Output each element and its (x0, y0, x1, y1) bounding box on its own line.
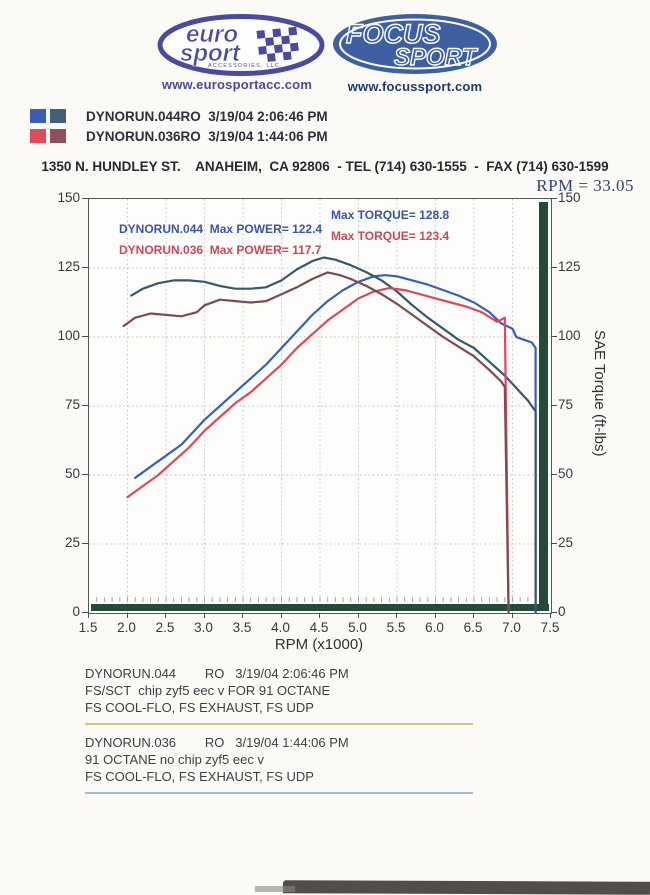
run-info-mods: FS/SCT chip zyf5 eec v FOR 91 OCTANE (85, 683, 331, 698)
focussport-word2: SPORT (394, 44, 479, 71)
x-tick-mark (357, 613, 359, 618)
y-tick-label-right: 50 (558, 466, 574, 481)
run-info-block-036: DYNORUN.036 RO 3/19/04 1:44:06 PM 91 OCT… (85, 734, 505, 794)
y-tick-label-right: 25 (558, 535, 574, 550)
y-tick-mark (551, 474, 557, 475)
scan-edge-artifact (255, 886, 295, 892)
divider (85, 792, 473, 794)
eurosport-url: www.eurosportacc.com (161, 77, 313, 92)
x-tick-label: 2.0 (117, 620, 136, 635)
x-tick-label: 3.5 (232, 620, 252, 635)
x-tick-label: 5.5 (386, 620, 406, 635)
checkered-flag-icon (256, 26, 299, 62)
y-tick-label-left: 50 (64, 466, 80, 481)
run-info-footer: DYNORUN.044 RO 3/19/04 2:06:46 PM FS/SCT… (85, 665, 505, 803)
x-tick-mark (165, 613, 166, 618)
run-info-mods: FS COOL-FLO, FS EXHAUST, FS UDP (85, 700, 314, 715)
y-tick-mark (82, 543, 88, 544)
eurosport-logo: euro sport ACCESSORIES, LLC (156, 14, 326, 81)
run-info-title: DYNORUN.036 RO 3/19/04 1:44:06 PM (85, 735, 349, 750)
eurosport-sub: ACCESSORIES, LLC (208, 63, 280, 69)
y-tick-mark (82, 267, 88, 268)
x-tick-label: 3.0 (194, 620, 213, 635)
divider (85, 723, 473, 725)
x-tick-mark (203, 613, 205, 618)
y-tick-label-left: 25 (64, 535, 80, 550)
run-info-mods: 91 OCTANE no chip zyf5 eec v (85, 752, 264, 767)
y-tick-mark (82, 198, 88, 199)
x-tick-label: 7.5 (540, 620, 560, 635)
shop-address: 1350 N. HUNDLEY ST. ANAHEIM, CA 92806 - … (41, 159, 609, 174)
focussport-url: www.focussport.com (347, 79, 483, 94)
x-tick-mark (280, 613, 282, 618)
y-tick-mark (551, 336, 557, 337)
x-tick-mark (242, 613, 243, 618)
y-tick-mark (551, 405, 557, 406)
y-tick-label-right: 125 (558, 259, 581, 274)
swatch-power-044 (30, 109, 46, 123)
focussport-oval (333, 14, 497, 74)
run-legend-label: DYNORUN.044RO 3/19/04 2:06:46 PM (86, 108, 328, 124)
x-tick-label: 7.0 (502, 620, 521, 635)
focussport-word1: FOCUS (346, 19, 441, 49)
chart-legend-044: DYNORUN.044 Max POWER= 122.4 Max TORQUE=… (119, 208, 450, 236)
y-tick-mark (82, 474, 88, 475)
x-tick-label: 6.0 (425, 620, 444, 635)
x-tick-mark (434, 613, 436, 618)
y-tick-mark (551, 612, 557, 613)
scan-edge-artifact (282, 880, 650, 895)
x-tick-mark (511, 613, 513, 618)
run-info-mods: FS COOL-FLO, FS EXHAUST, FS UDP (85, 769, 314, 784)
x-tick-mark (88, 613, 89, 618)
y-tick-label-left: 125 (57, 259, 80, 274)
x-tick-label: 6.5 (463, 620, 483, 635)
chart-legend-036: DYNORUN.036 Max POWER= 117.7 Max TORQUE=… (119, 229, 450, 257)
swatch-torque-036 (50, 129, 66, 143)
x-tick-label: 1.5 (78, 620, 98, 635)
y-tick-label-right: 0 (558, 604, 566, 619)
y-tick-label-right: 75 (558, 397, 574, 412)
run-legend-row-044: DYNORUN.044RO 3/19/04 2:06:46 PM (30, 106, 328, 126)
run-info-block-044: DYNORUN.044 RO 3/19/04 2:06:46 PM FS/SCT… (85, 665, 505, 725)
rpm-readout: RPM = 33.05 (536, 176, 634, 195)
plot-area: DYNORUN.044 Max POWER= 122.4 Max TORQUE=… (88, 198, 552, 614)
y-tick-label-left: 150 (57, 190, 80, 205)
x-tick-mark (126, 613, 128, 618)
y-tick-label-right: 100 (558, 328, 581, 343)
x-tick-label: 4.0 (271, 620, 290, 635)
focussport-logo: FOCUS SPORT (330, 11, 500, 82)
dyno-curves (89, 199, 551, 613)
run-legend-row-036: DYNORUN.036RO 3/19/04 1:44:06 PM (30, 126, 328, 146)
x-axis-title: RPM (x1000) (274, 636, 364, 653)
y-tick-mark (551, 198, 557, 199)
run-info-title: DYNORUN.044 RO 3/19/04 2:06:46 PM (85, 666, 349, 681)
eurosport-word2: sport (180, 40, 241, 67)
x-tick-label: 5.0 (348, 620, 367, 635)
swatch-torque-044 (50, 109, 66, 123)
eurosport-oval (157, 14, 325, 76)
run-legend-label: DYNORUN.036RO 3/19/04 1:44:06 PM (86, 128, 328, 144)
x-tick-mark (550, 613, 551, 618)
y-tick-mark (82, 336, 88, 337)
eurosport-word1: euro (186, 21, 238, 48)
x-tick-label: 2.5 (155, 620, 175, 635)
y-tick-mark (551, 267, 557, 268)
y-axis-title-right: SAE Torque (ft-lbs) (591, 330, 608, 457)
y-tick-label-right: 150 (558, 190, 581, 205)
y-tick-mark (82, 405, 88, 406)
x-tick-mark (319, 613, 320, 618)
x-tick-mark (473, 613, 474, 618)
swatch-power-036 (30, 129, 46, 143)
y-tick-label-left: 0 (72, 604, 80, 619)
y-tick-label-left: 75 (64, 397, 80, 412)
y-tick-mark (82, 612, 88, 613)
y-tick-label-left: 100 (57, 328, 80, 343)
runs-legend: DYNORUN.044RO 3/19/04 2:06:46 PM DYNORUN… (30, 106, 328, 146)
y-tick-mark (551, 543, 557, 544)
x-tick-label: 4.5 (309, 620, 329, 635)
x-tick-mark (396, 613, 397, 618)
dyno-chart: DYNORUN.044 Max POWER= 122.4 Max TORQUE=… (57, 190, 608, 653)
